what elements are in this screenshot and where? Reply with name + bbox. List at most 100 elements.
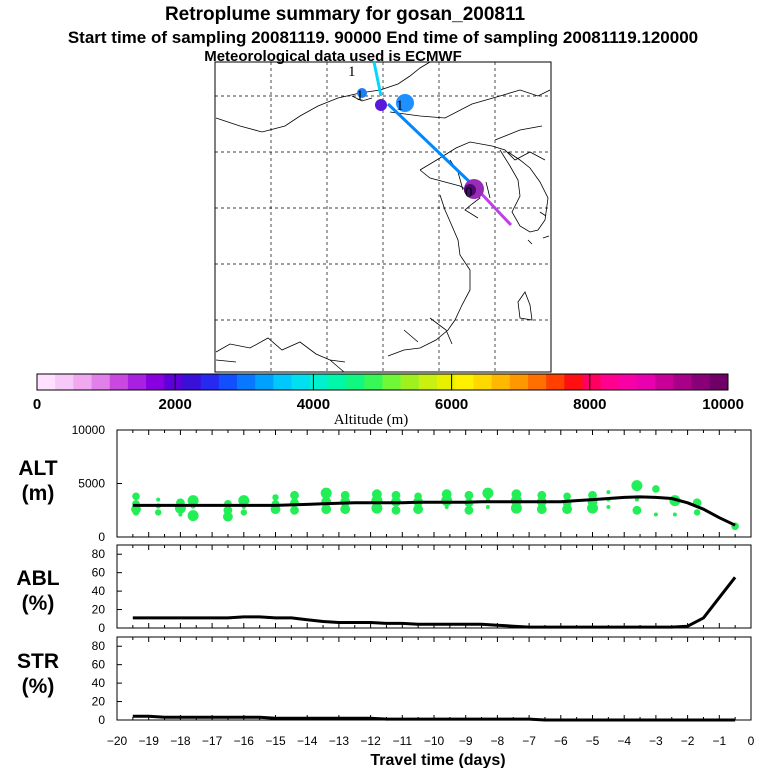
colorbar-swatch [400,374,420,390]
y-tick-label: 5000 [78,477,105,491]
x-tick-label: −10 [424,734,445,748]
scatter-point [588,490,597,500]
colorbar-swatch [109,374,129,390]
colorbar-swatch [491,374,511,390]
colorbar-swatch [527,374,547,390]
colorbar-swatch [37,374,56,390]
x-tick-label: 0 [748,734,755,748]
x-tick-label: −20 [107,734,128,748]
cluster-marker [464,184,476,196]
colorbar-swatch [618,374,638,390]
colorbar-swatch [255,374,274,390]
scatter-point [391,490,401,500]
x-tick-label: −4 [617,734,631,748]
y-tick-label: 60 [92,566,106,580]
x-tick-label: −14 [297,734,318,748]
colorbar-tick-label: 8000 [573,396,606,413]
scatter-point [272,494,279,501]
panel-str: 0 20 40 60 80 STR(%) [17,636,752,727]
scatter-point [391,505,401,515]
cluster-label: 1 [348,64,356,80]
scatter-point [132,492,140,501]
scatter-point [537,490,547,500]
y-tick-label: 20 [92,695,106,709]
x-tick-label: −8 [491,734,505,748]
colorbar-swatch [418,374,438,390]
scatter-point [693,509,701,516]
colorbar-ticks: 0 2000 4000 6000 8000 10000 [33,374,744,413]
cluster-marker [396,94,414,112]
colorbar-label: Altitude (m) [334,412,409,428]
scatter-point [414,492,422,501]
series-line [132,495,736,527]
colorbar-tick-label: 2000 [159,396,192,413]
colorbar-tick-label: 10000 [702,396,744,413]
trajectory-segment-upper [372,61,383,97]
trajectory-segment-main [386,102,478,190]
colorbar-swatch [564,374,583,390]
scatter-point [187,510,199,522]
y-tick-label: 0 [98,621,105,635]
x-tick-label: −7 [522,734,536,748]
scatter-point [187,495,199,507]
cluster-label: 1 [396,98,404,114]
panel-label: STR [17,650,59,673]
x-tick-label: −16 [234,734,255,748]
colorbar-swatch [455,374,474,390]
x-tick-label: −17 [202,734,223,748]
cluster-marker [375,99,387,111]
colorbar-swatch [346,374,365,390]
scatter-point [372,489,382,500]
y-tick-label: 0 [98,530,105,544]
scatter-point [563,492,571,501]
y-tick-label: 80 [92,547,106,561]
panel-alt: 0 5000 10000 ALT(m) [18,423,752,544]
x-tick-label: −15 [265,734,286,748]
colorbar-swatch [309,374,329,390]
colorbar-swatch [218,374,238,390]
scatter-point [155,509,162,516]
colorbar-swatch [582,374,602,390]
scatter-point [321,504,332,515]
series-line [132,714,736,722]
colorbar-swatch [473,374,492,390]
colorbar-swatch [200,374,220,390]
scatter-point [485,505,490,509]
colorbar-swatch [273,374,292,390]
scatter-point [156,497,161,502]
colorbar-swatch [691,374,711,390]
x-tick-label: −11 [393,734,413,748]
scatter-point [672,512,677,517]
panel-frame [116,636,752,721]
colorbar-swatch [709,374,729,390]
map-graticule [215,62,551,372]
panel-label: ABL [16,567,59,590]
colorbar-swatch [382,374,402,390]
y-tick-label: 40 [92,676,106,690]
scatter-point [290,505,299,515]
scatter-point [340,504,351,515]
scatter-point [606,505,611,509]
panel-label: ALT [18,457,57,480]
y-tick-label: 10000 [72,423,106,437]
panel-abl: 0 20 40 60 80 ABL(%) [16,544,752,635]
colorbar-swatch [673,374,693,390]
scatter-point [240,509,247,516]
scatter-point [464,490,474,500]
panel-label-unit: (m) [22,482,55,505]
colorbar-swatch [182,374,202,390]
x-tick-label: −18 [170,734,191,748]
scatter-point [238,495,250,507]
x-tick-label: −13 [329,734,350,748]
series-line [132,576,737,629]
colorbar-swatch [237,374,256,390]
altitude-colorbar [36,373,729,391]
colorbar-swatch [509,374,529,390]
colorbar-tick-label: 4000 [297,396,330,413]
x-tick-label: −3 [649,734,663,748]
panel-label-unit: (%) [22,675,55,698]
x-tick-label: −6 [554,734,568,748]
x-tick-label: −1 [712,734,726,748]
scatter-point [631,480,643,492]
